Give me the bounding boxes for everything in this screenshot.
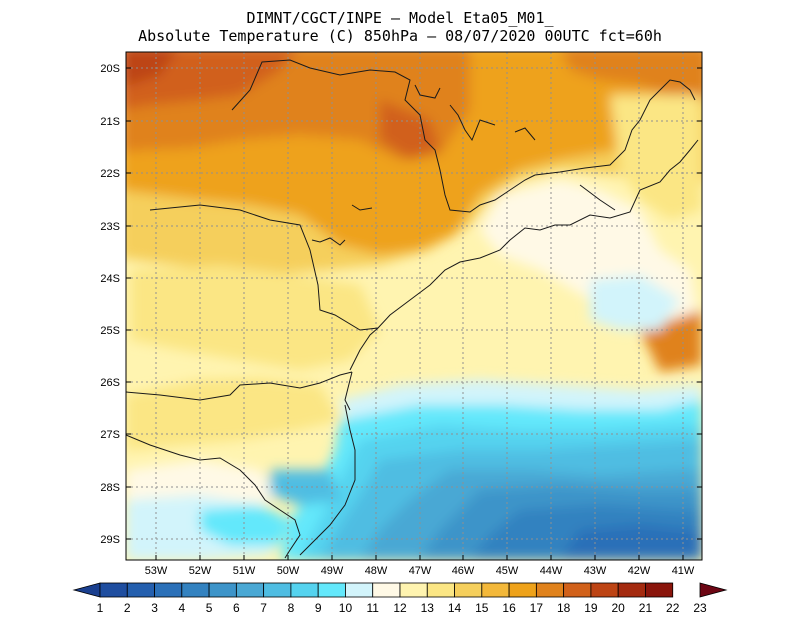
lat-label: 20S: [100, 63, 120, 75]
colorbar-swatch: [563, 582, 592, 598]
lat-label: 23S: [100, 221, 120, 233]
lon-label: 46W: [452, 565, 475, 577]
colorbar-arrow-high: [699, 582, 728, 598]
lon-label: 52W: [189, 565, 212, 577]
colorbar-label: 19: [584, 601, 598, 615]
colorbar-swatch: [645, 582, 674, 598]
latitude-labels: 20S 21S 22S 23S 24S 25S 26S 27S 28S 29S: [100, 63, 120, 546]
lat-label: 24S: [100, 273, 120, 285]
longitude-labels: 53W 52W 51W 50W 49W 48W 47W 46W 45W 44W …: [145, 565, 695, 577]
map-title-line-1: DIMNT/CGCT/INPE – Model Eta05_M01_: [246, 9, 554, 27]
lon-label: 48W: [365, 565, 388, 577]
colorbar-swatch: [535, 582, 565, 598]
lon-label: 45W: [496, 565, 519, 577]
colorbar-label: 1: [97, 601, 104, 615]
colorbar-label: 17: [530, 601, 544, 615]
lon-label: 49W: [321, 565, 344, 577]
graticule: [126, 52, 702, 560]
colorbar-swatch: [372, 582, 401, 598]
lon-label: 43W: [584, 565, 607, 577]
colorbar-label: 11: [366, 601, 379, 615]
lat-label: 28S: [100, 482, 120, 494]
lat-label: 27S: [100, 429, 120, 441]
colorbar-swatch: [426, 582, 455, 598]
colorbar-label: 21: [639, 601, 653, 615]
lat-label: 25S: [100, 325, 120, 337]
lon-label: 50W: [277, 565, 300, 577]
colorbar-swatch: [617, 582, 646, 598]
colorbar-swatch: [345, 582, 374, 598]
colorbar: 1 2 3 4 5 6 7 8 9 10 11 12 13 14 15 16 17 18 19 20 21 22 23: [72, 582, 728, 615]
lon-label: 51W: [233, 565, 256, 577]
colorbar-swatch: [590, 582, 619, 598]
map-title-line-2: Absolute Temperature (C) 850hPa – 08/07/…: [138, 27, 662, 45]
colorbar-swatch: [481, 582, 510, 598]
lon-label: 41W: [672, 565, 695, 577]
colorbar-swatch: [208, 582, 237, 598]
colorbar-swatch: [317, 582, 346, 598]
colorbar-swatch: [126, 582, 155, 598]
colorbar-label: 10: [339, 601, 353, 615]
lon-label: 44W: [540, 565, 563, 577]
colorbar-swatch: [154, 582, 183, 598]
map-frame: [125, 51, 703, 561]
colorbar-swatch: [181, 582, 210, 598]
colorbar-swatch: [399, 582, 428, 598]
colorbar-swatch: [454, 582, 483, 598]
political-boundaries: [126, 59, 699, 559]
colorbar-label: 7: [260, 601, 267, 615]
colorbar-label: 3: [151, 601, 158, 615]
colorbar-swatch: [290, 582, 319, 598]
colorbar-label: 4: [178, 601, 185, 615]
colorbar-arrow-low: [72, 582, 101, 598]
colorbar-label: 18: [557, 601, 571, 615]
lon-label: 47W: [409, 565, 432, 577]
lat-label: 29S: [100, 534, 120, 546]
colorbar-swatch: [235, 582, 265, 598]
colorbar-label: 20: [612, 601, 626, 615]
temperature-field: [126, 52, 702, 560]
colorbar-swatch: [263, 582, 292, 598]
colorbar-label: 13: [421, 601, 435, 615]
colorbar-swatch: [508, 582, 537, 598]
colorbar-label: 9: [315, 601, 322, 615]
lat-label: 21S: [100, 116, 120, 128]
lat-label: 22S: [100, 168, 120, 180]
colorbar-label: 15: [475, 601, 489, 615]
lat-label: 26S: [100, 377, 120, 389]
axis-ticks: [126, 67, 702, 560]
colorbar-label: 14: [448, 601, 462, 615]
lon-label: 53W: [145, 565, 168, 577]
colorbar-label: 8: [288, 601, 295, 615]
colorbar-label: 23: [693, 601, 707, 615]
colorbar-label: 12: [393, 601, 407, 615]
colorbar-label: 6: [233, 601, 240, 615]
lon-label: 42W: [628, 565, 651, 577]
colorbar-label: 2: [124, 601, 131, 615]
colorbar-label: 22: [666, 601, 680, 615]
colorbar-label: 5: [206, 601, 213, 615]
colorbar-swatch: [99, 582, 128, 598]
colorbar-label: 16: [502, 601, 516, 615]
